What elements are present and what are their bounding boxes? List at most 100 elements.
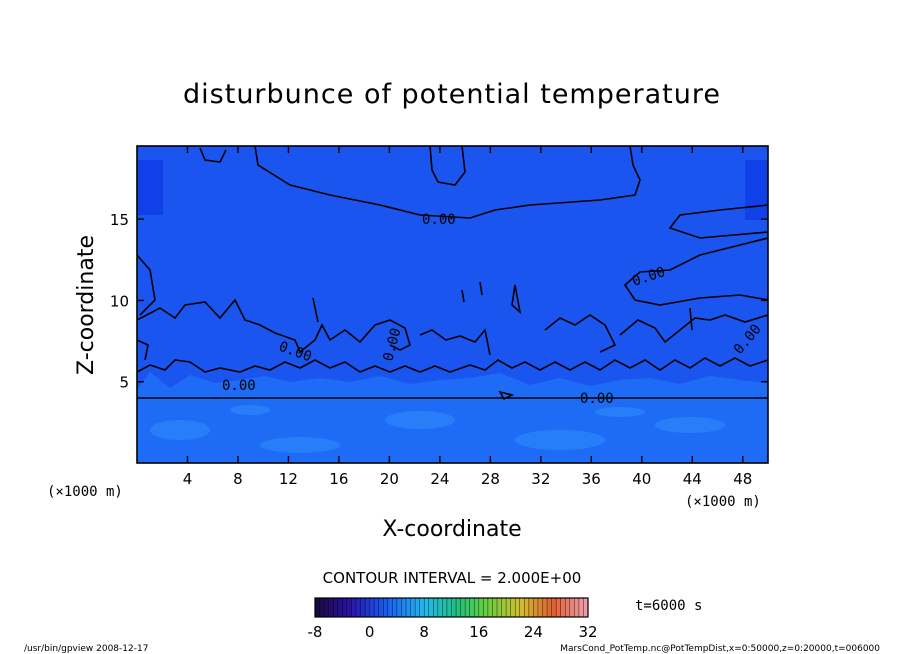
svg-text:0.00: 0.00: [422, 212, 456, 228]
x-tick-label: 48: [733, 470, 752, 488]
colorbar-segment: [355, 598, 361, 617]
colorbar-segment: [428, 598, 434, 617]
colorbar-segment: [547, 598, 552, 617]
colorbar-segment: [483, 598, 489, 617]
colorbar-segment: [556, 598, 561, 617]
colorbar-segment: [501, 598, 507, 617]
colorbar-tick-label: -8: [308, 623, 323, 641]
colorbar-segment: [433, 598, 439, 617]
colorbar-tick-label: 0: [365, 623, 375, 641]
colorbar-segment: [474, 598, 480, 617]
upper-region-edge-right: [745, 160, 768, 220]
colorbar-segment: [560, 598, 566, 617]
y-tick-label: 15: [110, 211, 129, 229]
colorbar-frame: [314, 597, 589, 618]
colorbar-segment: [524, 598, 530, 617]
x-tick-label: 8: [233, 470, 243, 488]
colorbar-segment: [319, 598, 325, 617]
svg-text:0.00: 0.00: [222, 378, 256, 394]
colorbar-segment: [574, 598, 580, 617]
colorbar-segment: [342, 598, 348, 617]
colorbar-segment: [442, 598, 448, 617]
x-unit-left: (×1000 m): [47, 484, 123, 500]
contour-interval-text: CONTOUR INTERVAL = 2.000E+00: [323, 569, 582, 587]
colorbar-segment: [333, 598, 339, 617]
colorbar-segment: [446, 598, 452, 617]
chart-title: disturbunce of potential temperature: [183, 79, 721, 110]
y-tick-label: 5: [119, 374, 129, 392]
colorbar-segment: [328, 598, 334, 617]
colorbar-segment: [465, 598, 470, 617]
contour-plot-area: 0.00 0.00 0.00 0.00 0.00 0.00 0.00: [137, 146, 768, 463]
colorbar-segment: [346, 598, 352, 617]
x-tick-label: 32: [531, 470, 550, 488]
x-tick-label: 40: [632, 470, 651, 488]
y-tick-label: 10: [110, 292, 129, 310]
lower-region-light-patches: [150, 405, 725, 453]
colorbar-segment: [451, 598, 457, 617]
colorbar-segment: [437, 598, 443, 617]
svg-text:0.00: 0.00: [580, 391, 614, 407]
footer-left: /usr/bin/gpview 2008-12-17: [24, 644, 148, 654]
colorbar-segment: [487, 598, 493, 617]
colorbar-segment: [569, 598, 575, 617]
colorbar-segment: [360, 598, 366, 617]
x-axis-ticks: 4 8 12 16 20 24 28 32 36 40 44 48: [183, 146, 752, 488]
colorbar-segment: [387, 598, 393, 617]
x-axis-label: X-coordinate: [382, 517, 521, 542]
colorbar-segment: [396, 598, 402, 617]
colorbar-segment: [583, 598, 589, 617]
colorbar-segment: [578, 598, 584, 617]
colorbar-segment: [469, 598, 475, 617]
colorbar-segment: [419, 598, 425, 617]
colorbar-tick-label: 24: [524, 623, 543, 641]
colorbar-segment: [383, 598, 389, 617]
colorbar: [314, 598, 589, 617]
x-tick-label: 12: [279, 470, 298, 488]
colorbar-segment: [533, 598, 539, 617]
y-axis-label: Z-coordinate: [74, 235, 99, 375]
colorbar-segment: [456, 598, 461, 617]
footer-right: MarsCond_PotTemp.nc@PotTempDist,x=0:5000…: [560, 644, 880, 654]
colorbar-segment: [551, 598, 557, 617]
colorbar-segment: [542, 598, 548, 617]
colorbar-segment: [424, 598, 430, 617]
colorbar-segment: [406, 598, 411, 617]
colorbar-segment: [401, 598, 407, 617]
x-tick-label: 20: [380, 470, 399, 488]
colorbar-segment: [374, 598, 379, 617]
x-tick-label: 4: [183, 470, 193, 488]
x-tick-label: 44: [683, 470, 702, 488]
y-axis-ticks: 5 10 15: [110, 211, 768, 392]
colorbar-segment: [506, 598, 511, 617]
upper-region-edge-left: [137, 160, 163, 215]
colorbar-tick-label: 16: [469, 623, 488, 641]
colorbar-segment: [537, 598, 543, 617]
colorbar-segment: [492, 598, 498, 617]
colorbar-segment: [365, 598, 370, 617]
colorbar-segment: [351, 598, 357, 617]
plot-frame: [136, 145, 769, 464]
x-tick-label: 36: [582, 470, 601, 488]
colorbar-segment: [528, 598, 534, 617]
colorbar-segment: [415, 598, 420, 617]
colorbar-tick-labels: -8 0 8 16 24 32: [308, 623, 598, 641]
time-label: t=6000 s: [635, 598, 702, 614]
x-tick-label: 28: [481, 470, 500, 488]
colorbar-segment: [410, 598, 416, 617]
colorbar-segment: [565, 598, 571, 617]
x-tick-label: 16: [329, 470, 348, 488]
colorbar-segment: [369, 598, 375, 617]
colorbar-segment: [497, 598, 502, 617]
colorbar-segment: [315, 598, 320, 617]
colorbar-segment: [378, 598, 384, 617]
colorbar-segment: [324, 598, 329, 617]
colorbar-tick-label: 32: [578, 623, 597, 641]
colorbar-segment: [337, 598, 343, 617]
colorbar-tick-label: 8: [419, 623, 429, 641]
colorbar-segment: [515, 598, 521, 617]
colorbar-segment: [460, 598, 466, 617]
colorbar-segment: [519, 598, 525, 617]
colorbar-segment: [510, 598, 516, 617]
